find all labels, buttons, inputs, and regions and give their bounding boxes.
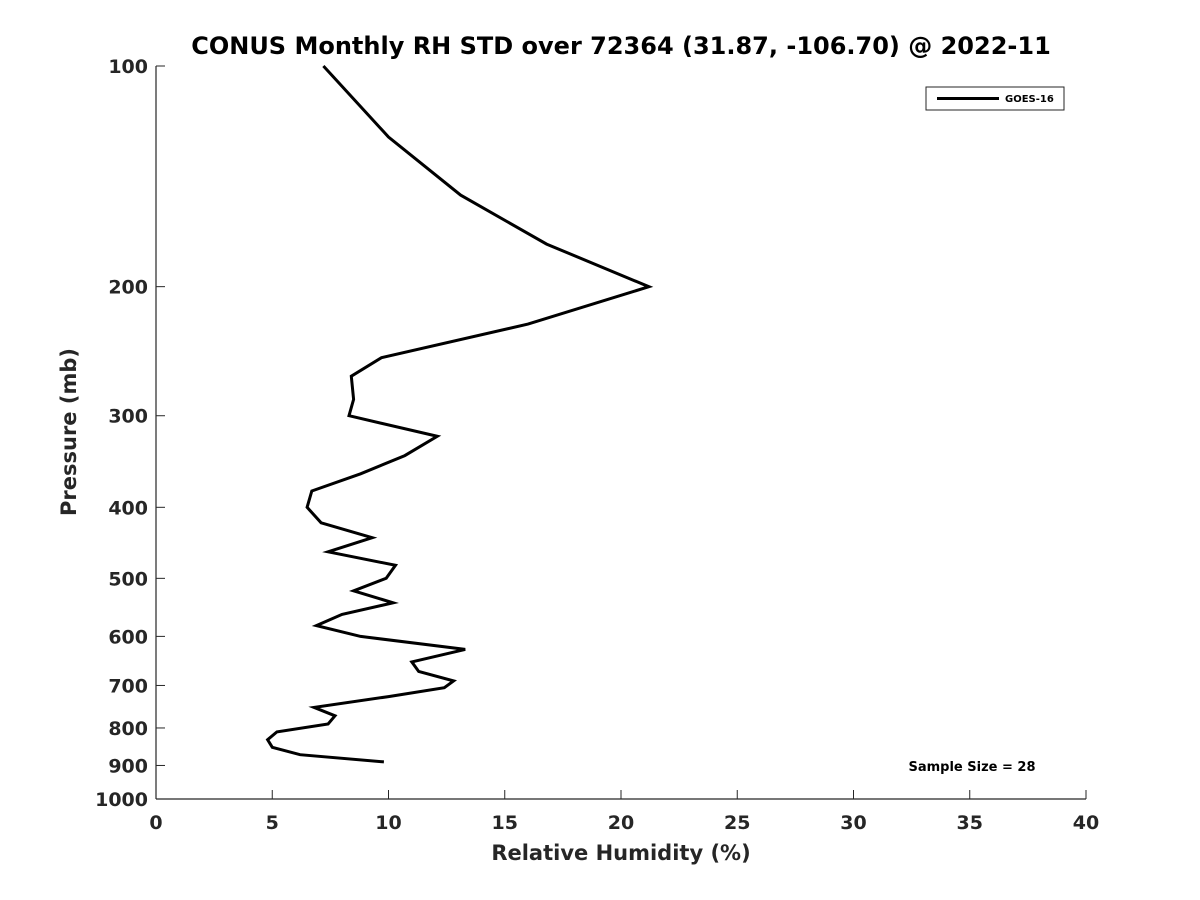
axes	[155, 66, 1086, 800]
x-tick-label: 40	[1073, 812, 1099, 834]
x-tick-label: 20	[608, 812, 634, 834]
y-tick-label: 600	[108, 626, 148, 648]
y-tick-label: 700	[108, 675, 148, 697]
legend: GOES-16	[925, 86, 1065, 111]
y-tick-label: 200	[108, 277, 148, 299]
y-tick-label: 900	[108, 755, 148, 777]
legend-label-goes-16: GOES-16	[1005, 94, 1054, 105]
x-tick-label: 15	[492, 812, 518, 834]
series-layer	[265, 64, 654, 764]
x-tick-label: 35	[957, 812, 983, 834]
y-tick-label: 100	[108, 56, 148, 78]
x-axis-label: Relative Humidity (%)	[491, 841, 750, 865]
x-tick-label: 30	[840, 812, 866, 834]
y-tick-label: 800	[108, 718, 148, 740]
x-tick-label: 10	[375, 812, 401, 834]
y-tick-label: 500	[108, 568, 148, 590]
y-axis-label: Pressure (mb)	[57, 348, 81, 516]
sample-size-annotation: Sample Size = 28	[908, 760, 1035, 775]
y-tick-label: 300	[108, 406, 148, 428]
x-tick-label: 0	[149, 812, 162, 834]
y-tick-label: 400	[108, 497, 148, 519]
chart-title: CONUS Monthly RH STD over 72364 (31.87, …	[191, 32, 1051, 60]
series-line-goes-16	[265, 64, 654, 764]
x-tick-label: 25	[724, 812, 750, 834]
x-tick-label: 5	[266, 812, 279, 834]
y-tick-label: 1000	[95, 789, 148, 811]
x-ticks: 0 5 10 15 20 25 30 35 40	[149, 790, 1099, 834]
y-ticks: 100 200 300 400 500 600 700 800 900 1000	[95, 56, 165, 811]
